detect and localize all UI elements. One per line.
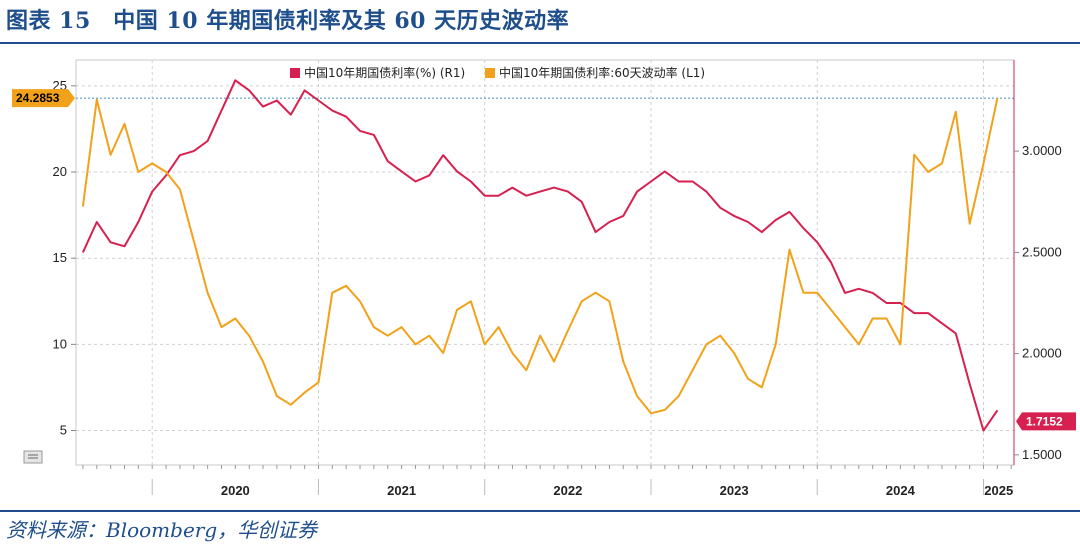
x-year-label: 2021 — [387, 483, 416, 498]
left-tick-label: 10 — [53, 336, 67, 351]
figure-title: 图表 15 中国 10 年期国债利率及其 60 天历史波动率 — [6, 8, 570, 34]
x-year-label: 2023 — [720, 483, 749, 498]
value-badges: 24.2853 1.7152 — [12, 89, 1076, 431]
left-badge-shape — [12, 89, 75, 108]
x-year-label: 2025 — [984, 483, 1013, 498]
legend: 中国10年期国债利率(%) (R1) 中国10年期国债利率:60天波动率 (L1) — [290, 65, 705, 80]
x-year-label: 2024 — [886, 483, 916, 498]
title-rule — [0, 42, 1080, 44]
right-tick-label: 3.0000 — [1022, 143, 1062, 158]
series-layer — [81, 79, 999, 432]
left-badge-text: 24.2853 — [16, 91, 60, 105]
right-tick-label: 1.5000 — [1022, 447, 1062, 462]
left-tick-label: 5 — [60, 423, 67, 438]
x-year-label: 2022 — [553, 483, 582, 498]
left-value-badge: 24.2853 — [12, 89, 75, 108]
right-tick-label: 2.0000 — [1022, 346, 1062, 361]
legend-label: 中国10年期国债利率:60天波动率 (L1) — [499, 65, 705, 80]
yield-line — [81, 79, 999, 432]
right-tick-label: 2.5000 — [1022, 244, 1062, 259]
right-badge-text: 1.7152 — [1026, 414, 1063, 428]
left-tick-label: 15 — [53, 250, 67, 265]
legend-swatch — [290, 68, 300, 78]
left-tick-label: 20 — [53, 164, 67, 179]
source-rule — [0, 510, 1080, 512]
volatility-line — [81, 97, 999, 415]
chart-menu-icon[interactable] — [23, 450, 43, 464]
legend-swatch — [485, 68, 495, 78]
right-badge-shape — [1016, 412, 1076, 431]
legend-label: 中国10年期国债利率(%) (R1) — [304, 65, 465, 80]
right-value-badge: 1.7152 — [1016, 412, 1076, 431]
source-note: 资料来源：Bloomberg，华创证券 — [6, 518, 318, 542]
x-year-label: 2020 — [221, 483, 250, 498]
left-tick-label: 25 — [53, 78, 67, 93]
plot-area — [75, 59, 1015, 466]
